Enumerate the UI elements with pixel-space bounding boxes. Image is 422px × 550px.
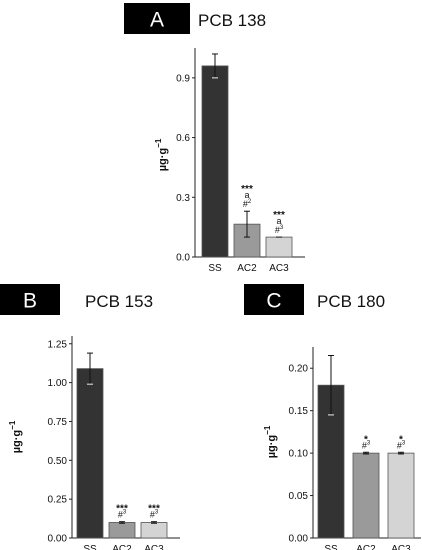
annotation: #3 xyxy=(118,510,127,520)
annotation: *** xyxy=(241,184,253,195)
y-tick-label: 0.15 xyxy=(289,406,309,417)
annotation: * xyxy=(364,434,368,445)
y-tick-label: 0.20 xyxy=(289,364,309,375)
chart-title: PCB 153 xyxy=(85,292,153,311)
x-tick-label: SS xyxy=(208,263,222,274)
x-tick-label: AC3 xyxy=(144,544,164,550)
chart-title: PCB 180 xyxy=(317,292,385,311)
panel-letter: C xyxy=(266,290,281,313)
annotation: * xyxy=(399,434,403,445)
y-tick-label: 0.75 xyxy=(48,417,68,428)
y-axis-label: µg·g−1 xyxy=(154,138,169,171)
y-tick-label: 1.00 xyxy=(48,378,68,389)
y-tick-label: 0.00 xyxy=(289,534,309,545)
y-tick-label: 0.9 xyxy=(176,73,190,84)
y-tick-label: 0.6 xyxy=(176,133,190,144)
panel-letter: B xyxy=(23,290,37,313)
y-tick-label: 0.3 xyxy=(176,193,190,204)
panel-letter: A xyxy=(150,9,164,32)
panel-badge xyxy=(244,284,304,315)
x-tick-label: AC3 xyxy=(391,544,411,550)
bar xyxy=(352,452,380,539)
y-tick-label: 0.10 xyxy=(289,449,309,460)
annotation: *** xyxy=(116,504,128,515)
y-tick-label: 0.05 xyxy=(289,491,309,502)
x-tick-label: AC2 xyxy=(237,263,257,274)
y-axis-label: µg·g−1 xyxy=(263,425,278,458)
annotation: #3 xyxy=(397,440,406,450)
y-tick-label: 0.0 xyxy=(176,253,190,264)
annotation: #3 xyxy=(150,510,159,520)
y-tick-label: 0.50 xyxy=(48,456,68,467)
bar xyxy=(265,236,293,258)
panel-badge xyxy=(0,284,60,315)
panel-badge xyxy=(124,3,190,34)
x-tick-label: AC2 xyxy=(356,544,376,550)
bar xyxy=(201,65,229,258)
chart-panel-b: B PCB 153 0.00 0.25 0.50 0.75 1.00 1.25 µg·g−1 SS… xyxy=(0,284,180,550)
annotation: *** xyxy=(148,504,160,515)
bar xyxy=(76,368,104,539)
bar xyxy=(108,522,136,539)
y-tick-label: 0.25 xyxy=(48,495,68,506)
y-axis-label: µg·g−1 xyxy=(8,420,23,453)
annotation: *** xyxy=(273,210,285,221)
chart-title: PCB 138 xyxy=(198,11,266,30)
x-tick-label: AC2 xyxy=(112,544,132,550)
chart-panel-c: C PCB 180 0.00 0.05 0.10 0.15 0.20 µg·g−1 SS AC2 *… xyxy=(244,284,421,550)
bar xyxy=(387,452,415,539)
annotation: #3 xyxy=(362,440,371,450)
y-tick-label: 0.00 xyxy=(48,534,68,545)
annotation: a xyxy=(276,216,281,226)
annotation: #3 xyxy=(275,225,284,235)
x-tick-label: SS xyxy=(83,544,97,550)
annotation: #2 xyxy=(243,199,252,209)
y-tick-label: 1.25 xyxy=(48,339,68,350)
x-tick-label: SS xyxy=(324,544,338,550)
x-tick-label: AC3 xyxy=(269,263,289,274)
bar xyxy=(140,522,168,539)
annotation: a xyxy=(244,190,249,200)
